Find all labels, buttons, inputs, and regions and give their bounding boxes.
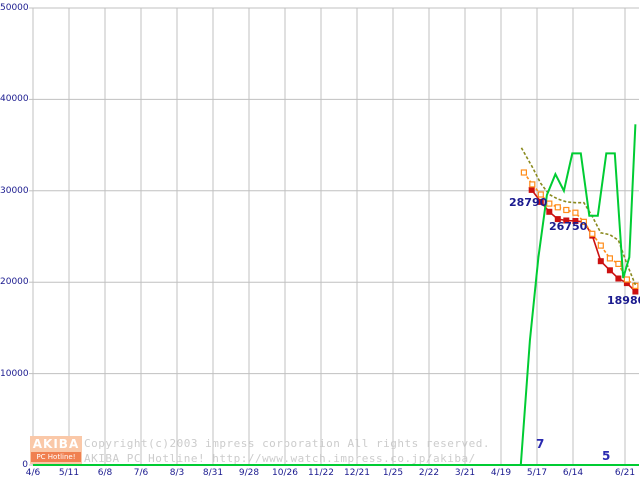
x-axis-tick-label: 7/6 xyxy=(133,468,149,478)
credit-text: Copyright(c)2003 impress corporation All… xyxy=(84,436,490,466)
y-axis-tick-label: 0 xyxy=(22,460,28,470)
x-axis-tick-label: 12/21 xyxy=(344,468,370,478)
akiba-logo-sub: PC Hotline! xyxy=(31,452,81,462)
site-line: AKIBA PC Hotline! http://www.watch.impre… xyxy=(84,452,476,465)
x-axis-tick-label: 5/17 xyxy=(526,468,548,478)
series-marker-lowest-price xyxy=(615,275,622,282)
label-28790: 28790 xyxy=(509,196,548,209)
chart-footer: AKIBA PC Hotline! Copyright(c)2003 impre… xyxy=(0,436,640,468)
x-axis-tick-label: 8/31 xyxy=(202,468,224,478)
label-count-7: 7 xyxy=(536,437,545,451)
series-marker-average-price xyxy=(554,204,561,211)
y-axis-tick-label: 10000 xyxy=(0,368,29,379)
series-marker-average-price xyxy=(572,209,579,216)
series-marker-lowest-price xyxy=(554,216,561,223)
y-axis-tick-label: 30000 xyxy=(0,185,29,196)
series-marker-average-price xyxy=(520,169,528,176)
series-marker-average-price xyxy=(537,191,544,198)
series-marker-lowest-price xyxy=(572,218,579,224)
series-marker-lowest-price xyxy=(597,258,604,265)
series-marker-average-price xyxy=(589,230,596,237)
series-marker-lowest-price xyxy=(537,198,544,205)
akiba-logo-main: AKIBA xyxy=(32,437,80,451)
x-axis-tick-label: 3/21 xyxy=(454,468,476,478)
x-axis-tick-label: 6/14 xyxy=(562,468,584,478)
series-marker-average-price xyxy=(580,218,588,225)
label-18980: 18980 xyxy=(607,294,640,307)
x-axis-tick-label: 4/6 xyxy=(25,468,41,478)
akiba-logo: AKIBA PC Hotline! xyxy=(30,436,82,464)
x-axis-tick-label: 9/28 xyxy=(238,468,260,478)
series-marker-lowest-price xyxy=(563,217,570,224)
series-marker-average-price xyxy=(563,206,570,214)
series-marker-lowest-price xyxy=(528,186,535,193)
series-marker-average-price xyxy=(623,276,631,283)
y-axis-tick-label: 50000 xyxy=(0,3,29,13)
series-marker-average-price xyxy=(606,255,614,262)
label-26750: 26750 xyxy=(549,220,588,233)
x-axis-tick-label: 11/22 xyxy=(308,468,334,478)
x-axis-tick-label: 4/19 xyxy=(490,468,512,478)
y-axis-tick-label: 40000 xyxy=(0,94,29,105)
y-axis-tick-label: 20000 xyxy=(0,277,29,288)
x-axis-tick-label: 6/8 xyxy=(97,468,113,478)
series-marker-lowest-price xyxy=(632,288,639,295)
series-line-shop-count xyxy=(33,124,637,466)
x-axis-tick-label: 2/22 xyxy=(418,468,440,478)
x-axis-tick-label: 5/11 xyxy=(58,468,80,478)
series-marker-average-price xyxy=(615,260,622,267)
series-marker-lowest-price xyxy=(546,208,553,215)
series-marker-average-price xyxy=(546,200,553,207)
x-axis-tick-label: 10/26 xyxy=(272,468,298,478)
x-axis-tick-label: 1/25 xyxy=(382,468,404,478)
copyright-line: Copyright(c)2003 impress corporation All… xyxy=(84,437,490,450)
label-count-5: 5 xyxy=(602,449,611,463)
series-line-highest-price xyxy=(520,147,637,286)
x-axis-tick-label: 6/21 xyxy=(614,468,636,478)
series-marker-average-price xyxy=(529,181,536,188)
x-axis-tick-label: 8/3 xyxy=(169,468,185,478)
series-marker-lowest-price xyxy=(606,267,613,274)
series-marker-average-price xyxy=(597,242,604,249)
